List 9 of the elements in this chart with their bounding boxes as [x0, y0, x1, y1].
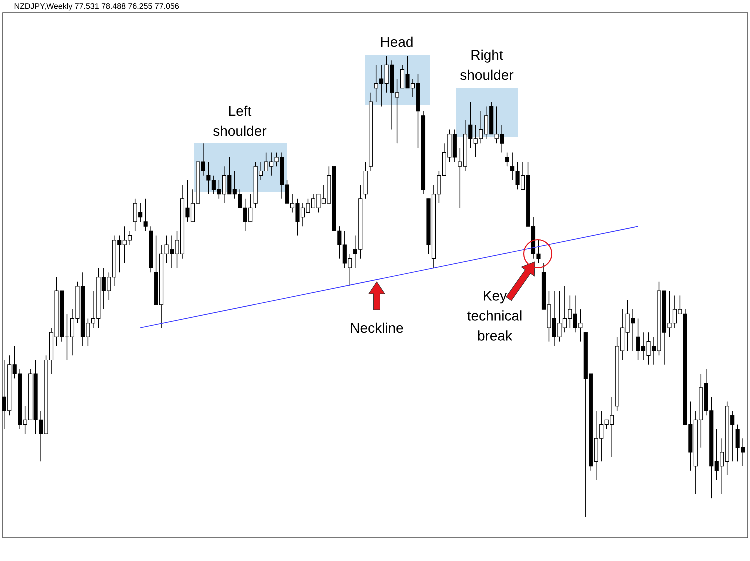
annotation: Neckline — [351, 322, 404, 334]
chart-title: NZDJPY,Weekly 77.531 78.488 76.255 77.056 — [14, 3, 180, 11]
candlestick — [144, 198, 148, 232]
candlestick — [505, 152, 510, 168]
annotation: Key technical break — [468, 291, 522, 341]
text: Head — [381, 36, 413, 48]
annotation: Right shoulder — [460, 50, 514, 80]
candlestick — [364, 162, 368, 200]
annotation: Left shoulder — [214, 106, 267, 136]
